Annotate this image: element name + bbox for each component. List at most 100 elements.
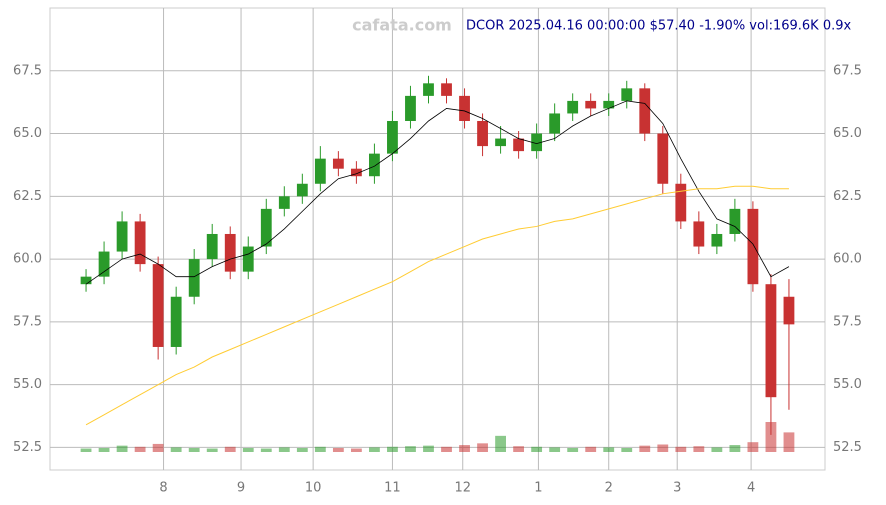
candle-body [260,208,272,247]
candle-body [242,246,254,272]
candle-body [495,138,506,147]
candle-body [675,183,687,222]
candle-body [332,158,344,169]
candle-body [224,233,236,272]
volume-bar [296,447,308,452]
candle-body [423,83,434,96]
x-tick-label: 12 [454,481,471,496]
volume-bar [729,445,741,452]
candle-body [80,276,92,285]
volume-bar [206,448,218,452]
y-tick-label-right: 60.0 [833,252,862,267]
candle-body [657,133,669,184]
candle-body [549,113,561,134]
volume-bar [567,447,579,452]
ma-long-line [85,185,789,426]
candle-body [531,133,543,152]
volume-bar [170,447,182,452]
y-tick-label-right: 65.0 [833,126,862,141]
candle-body [603,100,615,109]
candle-body [711,233,723,247]
volume-bar [783,432,795,452]
volume-bar [675,446,687,452]
candle-body [567,100,579,114]
y-tick-label: 52.5 [13,440,42,455]
volume-bar [152,443,164,452]
y-tick-label: 62.5 [13,189,42,204]
watermark: cafata.com [352,16,452,35]
volume-bar [80,448,92,452]
candle-body [369,153,380,177]
candle-body [296,183,308,197]
candle-body [459,95,470,121]
volume-bar [387,446,398,452]
y-tick-label-right: 67.5 [833,63,862,78]
candle-body [387,120,398,154]
volume-bar [224,446,236,452]
candle-body [513,138,525,152]
x-tick-label: 4 [747,481,755,496]
chart-title: DCOR 2025.04.16 00:00:00 $57.40 -1.90% v… [466,19,851,34]
volume-bar [459,445,470,452]
candle-body [152,264,164,347]
volume-bar [405,446,416,452]
y-tick-label-right: 62.5 [833,189,862,204]
volume-bar [98,447,110,452]
volume-bar [134,446,146,452]
candle-body [170,296,182,347]
candle-body [783,296,795,325]
volume-bar [369,447,380,452]
x-tick-label: 9 [237,481,245,496]
volume-bar [350,448,362,452]
x-tick-label: 10 [305,481,322,496]
volume-bar [747,442,759,452]
candle-body [116,221,128,252]
volume-bar [621,447,633,452]
volume-bar [513,446,525,452]
candle-body [314,158,326,184]
x-tick-label: 8 [159,481,167,496]
candle-body [639,88,651,134]
volume-bar [242,447,254,452]
x-tick-label: 2 [605,481,613,496]
y-tick-label: 67.5 [13,63,42,78]
candle-body [621,88,633,101]
candle-body [693,221,705,247]
x-tick-label: 3 [673,481,681,496]
volume-bar [441,446,452,452]
ma-short-line [85,100,790,285]
candle-body [134,221,146,265]
candle-body [585,100,597,109]
volume-bar [495,435,506,452]
volume-bar [477,443,488,452]
candle-body [350,168,362,177]
volume-bar [657,444,669,452]
candle-body [765,284,777,398]
candle-body [206,233,218,260]
y-tick-label-right: 57.5 [833,314,862,329]
candle-body [188,259,200,297]
volume-bar [116,445,128,452]
volume-bar [639,445,651,452]
y-tick-label: 60.0 [13,252,42,267]
volume-bar [188,447,200,452]
x-tick-label: 11 [384,481,401,496]
y-tick-label: 65.0 [13,126,42,141]
candle-body [441,83,452,96]
y-tick-label-right: 55.0 [833,377,862,392]
volume-bar [260,448,272,452]
volume-bar [603,447,615,452]
y-tick-label: 57.5 [13,314,42,329]
volume-bar [314,446,326,452]
volume-bar [423,445,434,452]
plot-frame [49,7,826,471]
volume-bar [585,446,597,452]
volume-bar [711,447,723,452]
candle-body [278,196,290,209]
volume-bar [765,422,777,452]
candle-body [405,95,416,121]
candle-body [98,251,110,277]
volume-bar [549,447,561,452]
y-tick-label: 55.0 [13,377,42,392]
